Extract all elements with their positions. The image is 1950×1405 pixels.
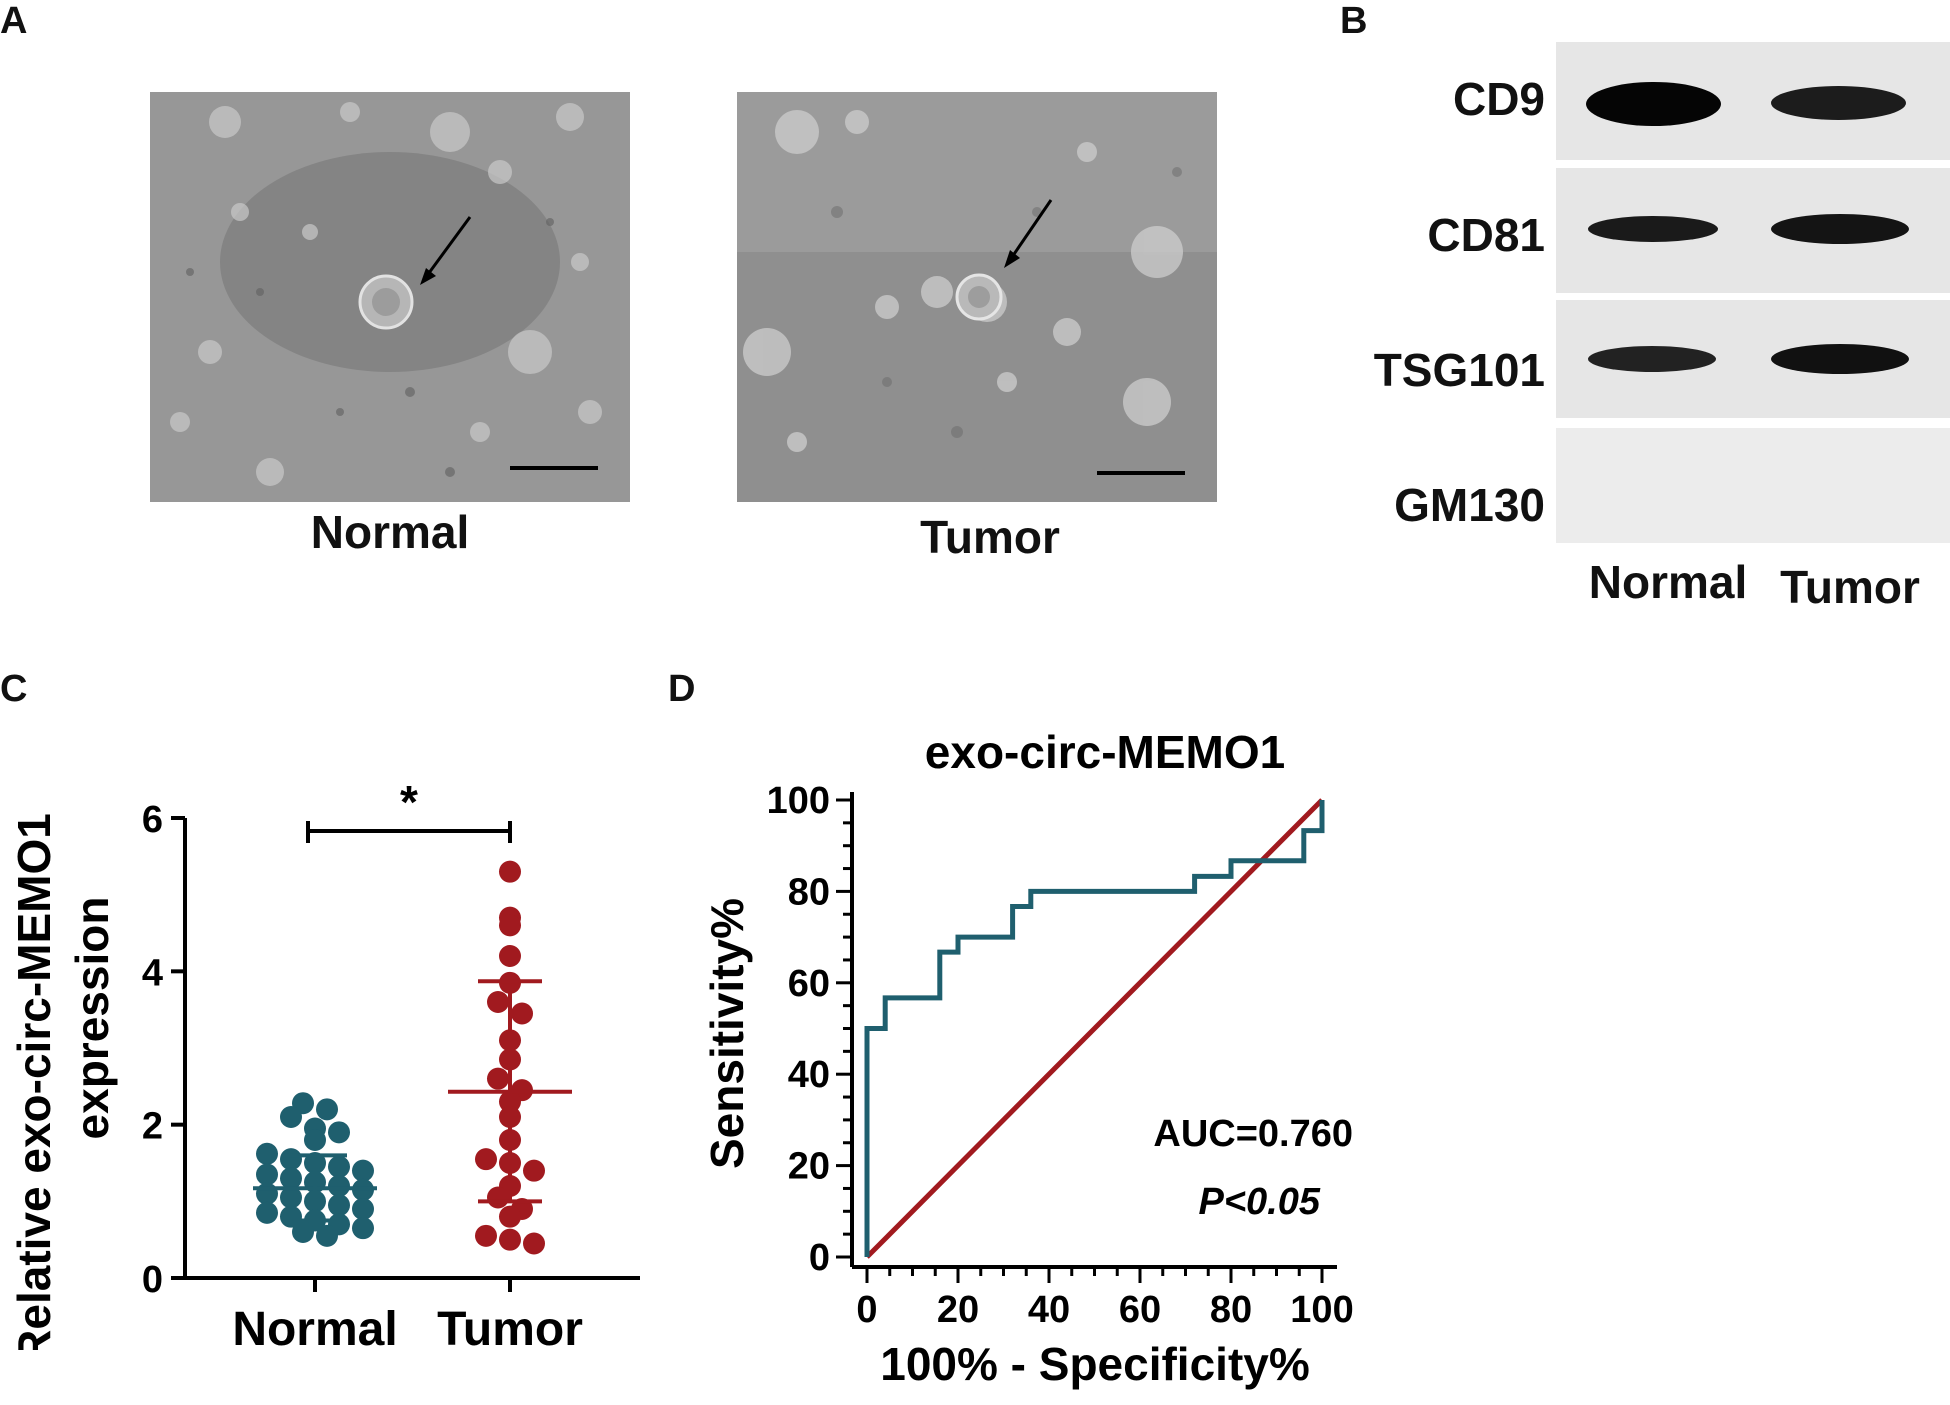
data-point-tumor	[487, 991, 509, 1013]
y-tick-label: 80	[788, 871, 830, 913]
panel-letter-b: B	[1340, 0, 1368, 42]
data-point-tumor	[499, 945, 521, 967]
y-axis-label: Relative exo-circ-MEMO1	[8, 813, 60, 1350]
reference-line	[865, 798, 1324, 1259]
y-tick-label: 40	[788, 1054, 830, 1096]
y-tick-label: 100	[767, 780, 830, 822]
caption-normal: Normal	[310, 506, 470, 558]
panel-letter-a: A	[0, 0, 28, 42]
data-point-normal	[352, 1198, 374, 1220]
blot-label-cd81: CD81	[1427, 209, 1545, 261]
x-tick-label: 80	[1210, 1289, 1252, 1331]
auc-annotation: AUC=0.760	[1153, 1113, 1353, 1155]
y-axis-label: Sensitivity%	[701, 898, 753, 1169]
data-point-normal	[328, 1121, 350, 1144]
data-point-normal	[256, 1163, 278, 1186]
em-image-normal	[150, 92, 630, 502]
data-point-normal	[256, 1142, 278, 1165]
x-tick-label: 20	[937, 1289, 979, 1331]
data-point-normal	[280, 1106, 302, 1128]
y-tick-label: 60	[788, 963, 830, 1005]
blot-label-cd9: CD9	[1452, 73, 1545, 125]
data-point-normal	[328, 1155, 350, 1178]
data-point-normal	[352, 1159, 374, 1182]
blot-label-gm130: GM130	[1394, 479, 1545, 531]
x-tick-label: 100	[1290, 1289, 1353, 1331]
data-point-normal	[256, 1201, 278, 1224]
chart-d: 0 20 40 60 80 100 0 20 40 60 80 100 100% - Specifici…	[701, 726, 1354, 1390]
blot-row-cd9	[1556, 42, 1950, 160]
data-point-normal	[292, 1221, 314, 1243]
data-point-normal	[328, 1194, 350, 1217]
data-point-tumor	[499, 1205, 521, 1228]
y-tick-label: 2	[142, 1106, 163, 1148]
data-point-tumor	[523, 1159, 545, 1182]
y-tick-label: 20	[788, 1146, 830, 1188]
x-tick-label: 40	[1028, 1289, 1070, 1331]
x-tick-label: Tumor	[437, 1303, 583, 1350]
lane-label-normal: Normal	[1588, 556, 1748, 608]
blot-row-gm130	[1556, 428, 1950, 543]
band-cd81-tumor	[1771, 214, 1909, 244]
data-point-normal	[328, 1175, 350, 1197]
data-point-tumor	[487, 1067, 509, 1090]
panel-letter-d: D	[668, 668, 696, 710]
data-point-normal	[316, 1224, 338, 1247]
roc-curve	[864, 800, 1325, 1257]
chart-c: 0 2 4 6 Normal Tumor Relative exo-circ-MEMO1 ex…	[8, 776, 640, 1350]
data-point-tumor	[475, 1224, 497, 1247]
y-tick-label: 4	[142, 952, 163, 994]
blot-row-cd81	[1556, 168, 1950, 293]
data-point-normal	[316, 1098, 338, 1121]
blot-row-tsg101	[1556, 300, 1950, 418]
band-cd9-normal	[1586, 82, 1721, 126]
data-point-tumor	[487, 1186, 509, 1209]
band-tsg101-tumor	[1771, 344, 1909, 374]
chart-title: exo-circ-MEMO1	[925, 726, 1285, 778]
x-tick-label: 60	[1119, 1289, 1161, 1331]
y-tick-label: 6	[142, 799, 163, 841]
lane-label-tumor: Tumor	[1780, 561, 1920, 613]
data-point-tumor	[499, 1228, 521, 1251]
data-point-normal	[256, 1182, 278, 1205]
data-point-tumor	[499, 914, 521, 937]
x-axis-label: 100% - Specificity%	[880, 1338, 1310, 1390]
band-tsg101-normal	[1588, 346, 1716, 372]
band-cd9-tumor	[1771, 86, 1906, 120]
blot-label-tsg101: TSG101	[1373, 344, 1545, 396]
data-point-normal	[280, 1186, 302, 1209]
caption-tumor: Tumor	[920, 511, 1060, 563]
data-point-tumor	[511, 1002, 533, 1025]
data-point-normal	[304, 1129, 326, 1151]
y-tick-label: 0	[142, 1259, 163, 1301]
p-value-annotation: P<0.05	[1199, 1181, 1321, 1223]
data-point-tumor	[523, 1232, 545, 1255]
panel-letter-c: C	[0, 668, 28, 710]
y-axis-label-line2: expression	[66, 897, 118, 1140]
x-tick-label: 0	[856, 1289, 877, 1331]
data-point-normal	[280, 1148, 302, 1171]
data-point-tumor	[499, 860, 521, 883]
significance-star: *	[400, 776, 418, 828]
band-cd81-normal	[1588, 216, 1718, 242]
data-point-normal	[352, 1217, 374, 1240]
y-tick-label: 0	[809, 1237, 830, 1279]
data-point-tumor	[475, 1148, 497, 1171]
em-image-tumor	[737, 92, 1217, 502]
x-tick-label: Normal	[232, 1303, 397, 1350]
data-point-normal	[280, 1167, 302, 1190]
